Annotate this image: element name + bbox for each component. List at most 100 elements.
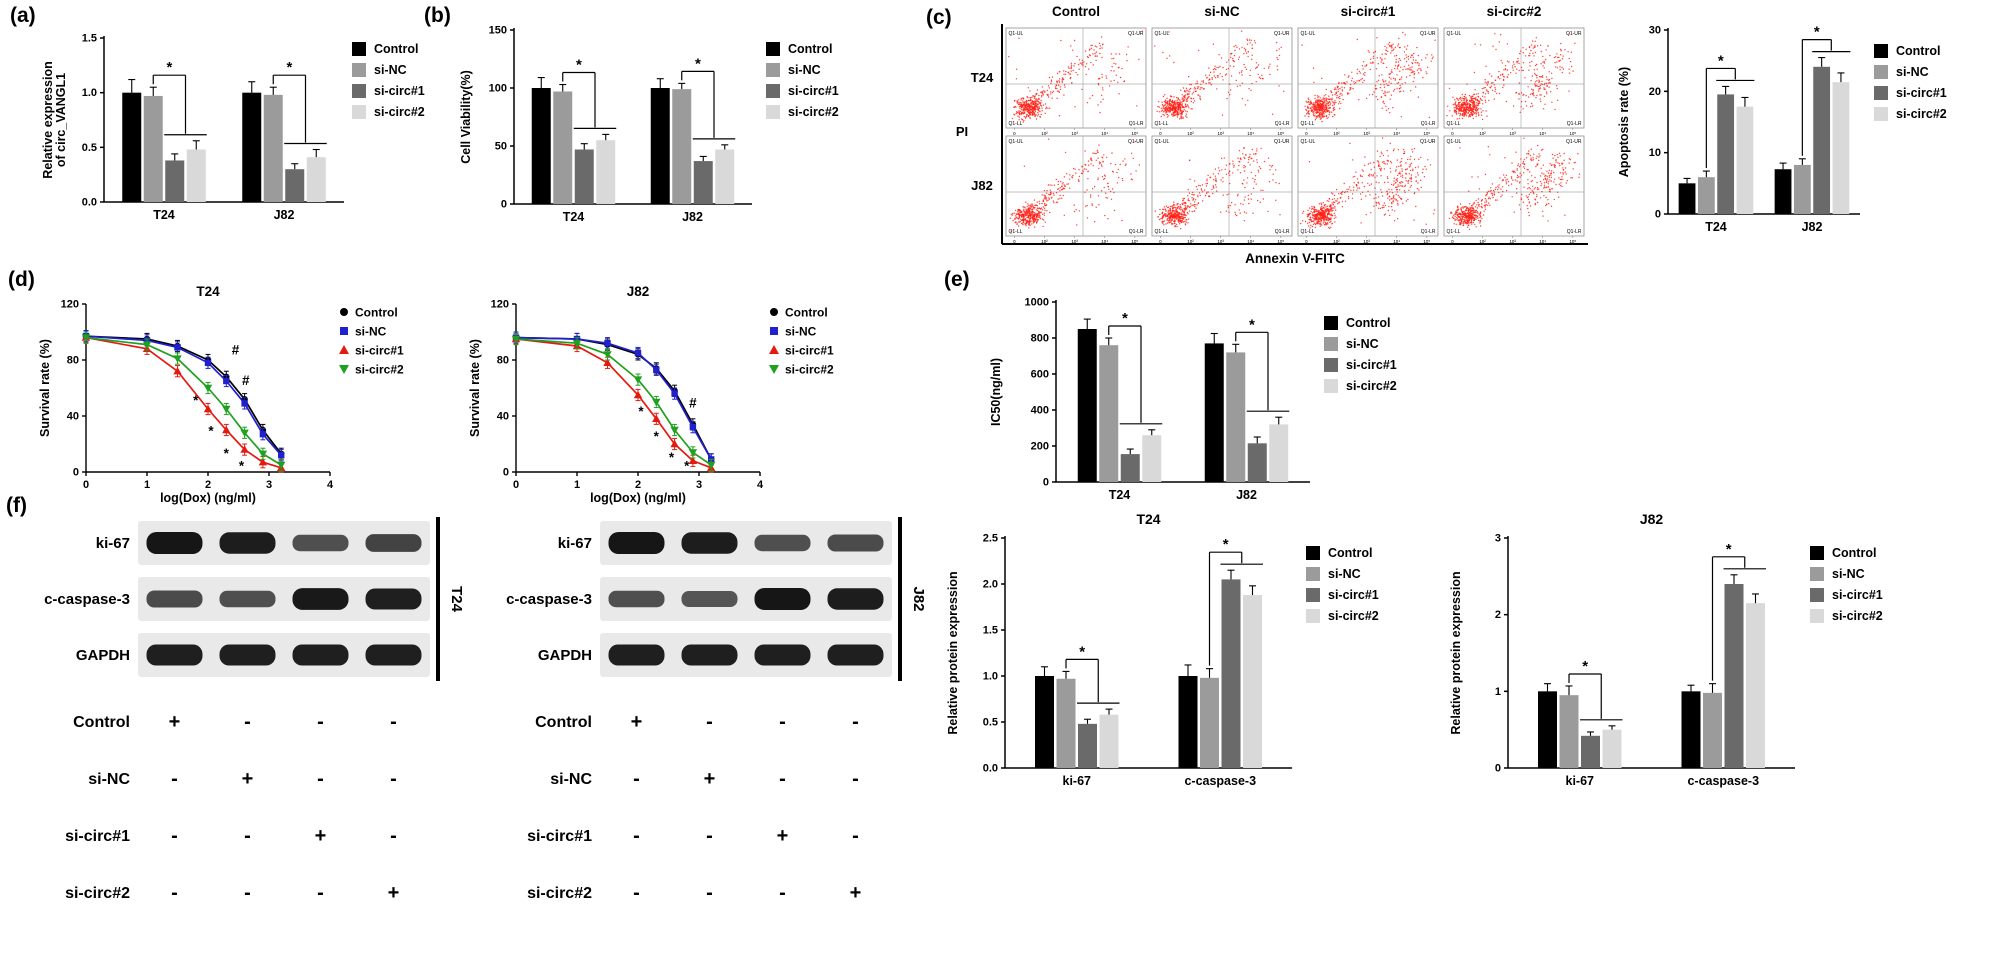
- series-marker: [241, 400, 248, 407]
- y-axis-label: Relative expression: [41, 61, 55, 178]
- legend-item: si-circ#2: [1306, 609, 1379, 623]
- series-marker: [770, 327, 778, 335]
- scatter-dots: [1448, 137, 1581, 231]
- x-category-label: T24: [153, 208, 175, 222]
- y-axis-label: of circ_VANGL1: [54, 73, 68, 167]
- scatter-dots: [1154, 147, 1281, 230]
- x-axis-label: log(Dox) (ng/ml): [590, 491, 686, 505]
- treatment-label: si-NC: [88, 771, 130, 788]
- series-marker: [204, 359, 212, 366]
- protein-label: GAPDH: [538, 647, 592, 664]
- legend-label: si-circ#2: [788, 105, 839, 119]
- bar-Control: [1538, 691, 1557, 768]
- treatment-sign: +: [704, 768, 716, 790]
- series-marker: [203, 384, 213, 393]
- legend-swatch: [1874, 44, 1888, 58]
- legend-swatch: [352, 105, 366, 119]
- flow-col-header: si-circ#2: [1487, 4, 1542, 19]
- error-bar: [1587, 731, 1594, 736]
- bar-si-circ#1: [1078, 723, 1097, 768]
- flow-tick-label: 10⁵: [1423, 131, 1430, 136]
- series-marker: [173, 355, 182, 363]
- flow-cytometry-plot: Q1-UL Q1-UR Q1-LL Q1-LR 0 10² 10³ 10⁴ 10⁵: [1443, 135, 1585, 244]
- legend-item: si-NC: [1306, 567, 1379, 581]
- series-marker: [671, 390, 678, 397]
- legend-e: Control si-NC si-circ#1 si-circ#2: [1324, 316, 1397, 393]
- flow-x-axis-label: Annexin V-FITC: [1245, 251, 1345, 266]
- flow-tick-label: 10⁵: [1569, 131, 1576, 136]
- flow-tick-label: 10³: [1363, 131, 1370, 136]
- bar-si-NC: [672, 89, 692, 204]
- significance-bracket: [1705, 67, 1755, 169]
- treatment-sign: +: [242, 768, 254, 790]
- significance-star: *: [1079, 643, 1085, 660]
- protein-label: ki-67: [558, 535, 592, 552]
- quadrant-label: Q1-LR: [1129, 229, 1144, 235]
- error-bar: [1083, 318, 1091, 329]
- bar-si-circ#1: [1724, 584, 1744, 768]
- legend-label: si-circ#2: [1328, 609, 1379, 623]
- y-tick-label: 1.0: [82, 87, 97, 99]
- protein-band: [754, 534, 811, 552]
- quadrant-label: Q1-UL: [1301, 139, 1316, 145]
- y-tick-label: 1: [1495, 686, 1501, 698]
- flow-cytometry-plot: Q1-UL Q1-UR Q1-LL Q1-LR 0 10² 10³ 10⁴ 10⁵: [1151, 27, 1293, 136]
- series-marker: [633, 376, 643, 384]
- x-category-label: T24: [563, 210, 585, 224]
- panel-label-f: (f): [6, 494, 27, 517]
- x-tick-label: 3: [696, 479, 702, 491]
- y-tick-label: 2.0: [983, 579, 998, 591]
- protein-band: [146, 590, 203, 608]
- blot-strip: [600, 521, 892, 565]
- quadrant-label: Q1-LL: [1447, 121, 1461, 127]
- legend-item: si-circ#1: [1306, 588, 1379, 602]
- treatment-sign: -: [171, 768, 178, 790]
- series-marker: [173, 367, 182, 375]
- y-tick-label: 800: [1031, 333, 1049, 345]
- bar-si-circ#1: [1581, 735, 1600, 768]
- error-bar: [1818, 57, 1826, 67]
- series-marker: [652, 414, 661, 422]
- quadrant-label: Q1-LR: [1129, 121, 1144, 127]
- error-bar: [580, 143, 588, 150]
- y-tick-label: 80: [497, 355, 509, 367]
- legend-item: si-circ#1: [352, 84, 425, 98]
- protein-band: [292, 534, 349, 552]
- legend-label: si-circ#2: [785, 363, 834, 377]
- error-bar: [1253, 436, 1261, 444]
- legend-label: Control: [374, 42, 419, 56]
- flow-cytometry-plot: Q1-UL Q1-UR Q1-LL Q1-LR 0 10² 10³ 10⁴ 10⁵: [1443, 27, 1585, 136]
- legend-swatch: [766, 42, 780, 56]
- legend-swatch: [352, 42, 366, 56]
- annotation: *: [669, 450, 675, 465]
- bar-si-circ#1: [1717, 94, 1735, 214]
- quadrant-label: Q1-LL: [1009, 121, 1023, 127]
- y-tick-label: 2: [1495, 609, 1501, 621]
- bar-si-circ#1: [1247, 443, 1267, 482]
- y-tick-label: 200: [1031, 441, 1049, 453]
- scatter-dots: [1299, 137, 1436, 230]
- quadrant-label: Q1-UR: [1128, 139, 1144, 145]
- bar-Control: [122, 92, 142, 202]
- series-marker: [222, 425, 231, 434]
- x-tick-label: 3: [266, 479, 272, 491]
- flow-tick-label: 10⁴: [1539, 131, 1546, 136]
- annotation: #: [242, 373, 250, 388]
- flow-tick-label: 10²: [1041, 131, 1048, 136]
- quadrant-label: Q1-UR: [1420, 139, 1436, 145]
- quadrant-label: Q1-UL: [1155, 31, 1170, 37]
- treatment-sign: +: [388, 882, 400, 904]
- quadrant-label: Q1-LL: [1155, 229, 1169, 235]
- annotation: *: [684, 459, 690, 474]
- blot-strip: [600, 577, 892, 621]
- legend-label: si-circ#1: [1832, 588, 1883, 602]
- y-axis-label: Apoptosis rate (%): [1617, 67, 1631, 177]
- flow-tick-label: 10⁴: [1247, 131, 1254, 136]
- treatment-sign: -: [390, 768, 397, 790]
- annotation: *: [638, 404, 644, 419]
- blot-group-bar: [898, 517, 902, 681]
- y-tick-label: 1.0: [983, 671, 998, 683]
- flow-tick-label: 10⁴: [1393, 131, 1400, 136]
- treatment-sign: -: [706, 825, 713, 847]
- treatment-sign: -: [852, 825, 859, 847]
